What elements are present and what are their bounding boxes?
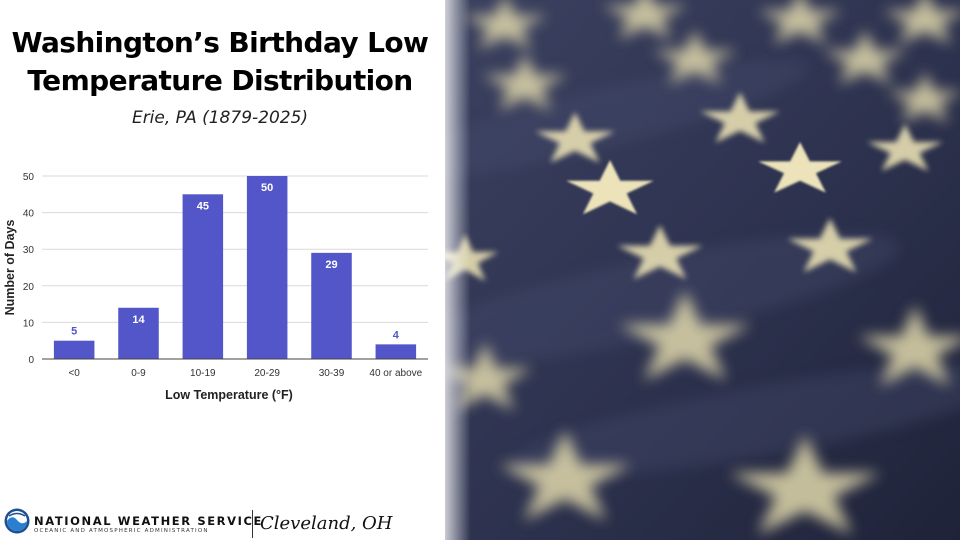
- bar: [246, 176, 288, 359]
- data-label: 4: [393, 329, 400, 341]
- y-axis-title: Number of Days: [3, 220, 17, 316]
- x-tick-label: <0: [68, 368, 80, 379]
- data-label: 50: [261, 182, 273, 194]
- y-tick-label: 50: [23, 172, 35, 183]
- y-tick-label: 10: [23, 318, 35, 329]
- y-tick-label: 0: [28, 355, 34, 366]
- x-tick-label: 20-29: [254, 368, 280, 379]
- x-tick-label: 10-19: [190, 368, 216, 379]
- agency-name: NATIONAL WEATHER SERVICE: [34, 514, 263, 528]
- x-tick-label: 30-39: [319, 368, 345, 379]
- footer: NATIONAL WEATHER SERVICE OCEANIC AND ATM…: [0, 500, 445, 540]
- data-label: 45: [197, 200, 209, 212]
- bar: [53, 340, 95, 359]
- page-subtitle: Erie, PA (1879-2025): [131, 108, 309, 128]
- data-label: 14: [132, 314, 145, 326]
- noaa-logo-icon: [4, 508, 30, 534]
- x-tick-label: 0-9: [131, 368, 146, 379]
- bar: [375, 344, 417, 359]
- office-name: Cleveland, OH: [260, 513, 393, 534]
- left-panel: Washington’s Birthday Low Temperature Di…: [0, 0, 445, 540]
- bar: [311, 252, 352, 359]
- bar: [118, 307, 159, 359]
- y-tick-label: 30: [23, 245, 35, 256]
- x-axis-title: Low Temperature (°F): [165, 388, 293, 402]
- bar: [182, 194, 224, 359]
- flag-stars-photo: [445, 0, 960, 540]
- bar-chart: 0 10 20 30 40 50 5 <0 14 0-9 45 10-19 50 20-29 29 30-39…: [3, 172, 428, 402]
- page-title: Washington’s Birthday Low Temperature Di…: [11, 26, 429, 97]
- y-tick-label: 20: [23, 282, 35, 293]
- data-label: 29: [325, 259, 337, 271]
- y-tick-label: 40: [23, 209, 35, 220]
- data-label: 5: [71, 326, 77, 338]
- flag-stars-photo-icon: [445, 0, 960, 540]
- agency-subtitle: OCEANIC AND ATMOSPHERIC ADMINISTRATION: [34, 528, 209, 534]
- x-tick-label: 40 or above: [369, 368, 422, 379]
- footer-divider: [252, 510, 253, 538]
